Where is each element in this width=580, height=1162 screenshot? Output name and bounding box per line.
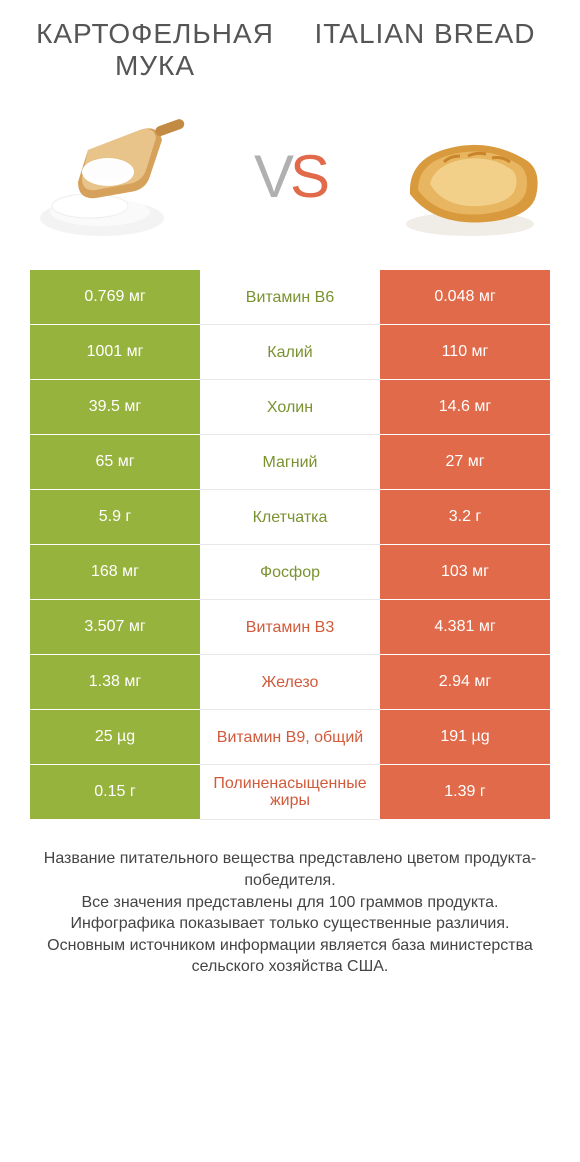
footer-line-4: Основным источником информации является … xyxy=(30,935,550,978)
right-value-cell: 0.048 мг xyxy=(380,270,550,325)
left-value-cell: 0.15 г xyxy=(30,765,200,820)
table-row: 39.5 мгХолин14.6 мг xyxy=(30,380,550,435)
right-value-cell: 110 мг xyxy=(380,325,550,380)
right-value-cell: 27 мг xyxy=(380,435,550,490)
table-row: 168 мгФосфор103 мг xyxy=(30,545,550,600)
right-value-cell: 2.94 мг xyxy=(380,655,550,710)
nutrient-label-cell: Витамин B3 xyxy=(200,600,380,655)
bread-image xyxy=(390,106,550,246)
nutrient-comparison-table: 0.769 мгВитамин B60.048 мг1001 мгКалий11… xyxy=(30,270,550,820)
footer-line-1: Название питательного вещества представл… xyxy=(30,848,550,891)
right-value-cell: 1.39 г xyxy=(380,765,550,820)
comparison-header: КАРТОФЕЛЬНАЯ МУКА ITALIAN BREAD xyxy=(0,0,580,88)
table-row: 25 µgВитамин B9, общий191 µg xyxy=(30,710,550,765)
table-row: 65 мгМагний27 мг xyxy=(30,435,550,490)
footer-notes: Название питательного вещества представл… xyxy=(30,848,550,978)
left-value-cell: 3.507 мг xyxy=(30,600,200,655)
table-row: 1.38 мгЖелезо2.94 мг xyxy=(30,655,550,710)
vs-s: S xyxy=(290,143,326,210)
footer-line-2: Все значения представлены для 100 граммо… xyxy=(30,892,550,914)
nutrient-label-cell: Железо xyxy=(200,655,380,710)
table-row: 0.769 мгВитамин B60.048 мг xyxy=(30,270,550,325)
right-product-title: ITALIAN BREAD xyxy=(290,18,560,82)
table-row: 0.15 гПолиненасыщенные жиры1.39 г xyxy=(30,765,550,820)
left-value-cell: 39.5 мг xyxy=(30,380,200,435)
nutrient-label-cell: Витамин B6 xyxy=(200,270,380,325)
nutrient-label-cell: Полиненасыщенные жиры xyxy=(200,765,380,820)
left-product-title: КАРТОФЕЛЬНАЯ МУКА xyxy=(20,18,290,82)
right-value-cell: 4.381 мг xyxy=(380,600,550,655)
left-value-cell: 25 µg xyxy=(30,710,200,765)
vs-v: V xyxy=(254,143,290,210)
left-value-cell: 1.38 мг xyxy=(30,655,200,710)
flour-image xyxy=(30,106,190,246)
left-value-cell: 0.769 мг xyxy=(30,270,200,325)
left-value-cell: 1001 мг xyxy=(30,325,200,380)
right-value-cell: 3.2 г xyxy=(380,490,550,545)
table-row: 1001 мгКалий110 мг xyxy=(30,325,550,380)
table-row: 3.507 мгВитамин B34.381 мг xyxy=(30,600,550,655)
left-value-cell: 65 мг xyxy=(30,435,200,490)
nutrient-label-cell: Фосфор xyxy=(200,545,380,600)
left-value-cell: 5.9 г xyxy=(30,490,200,545)
nutrient-label-cell: Магний xyxy=(200,435,380,490)
right-value-cell: 14.6 мг xyxy=(380,380,550,435)
nutrient-label-cell: Калий xyxy=(200,325,380,380)
vs-label: VS xyxy=(254,142,326,211)
right-value-cell: 103 мг xyxy=(380,545,550,600)
nutrient-label-cell: Клетчатка xyxy=(200,490,380,545)
nutrient-label-cell: Холин xyxy=(200,380,380,435)
right-value-cell: 191 µg xyxy=(380,710,550,765)
table-row: 5.9 гКлетчатка3.2 г xyxy=(30,490,550,545)
nutrient-label-cell: Витамин B9, общий xyxy=(200,710,380,765)
hero-row: VS xyxy=(0,88,580,270)
footer-line-3: Инфографика показывает только существенн… xyxy=(30,913,550,935)
left-value-cell: 168 мг xyxy=(30,545,200,600)
